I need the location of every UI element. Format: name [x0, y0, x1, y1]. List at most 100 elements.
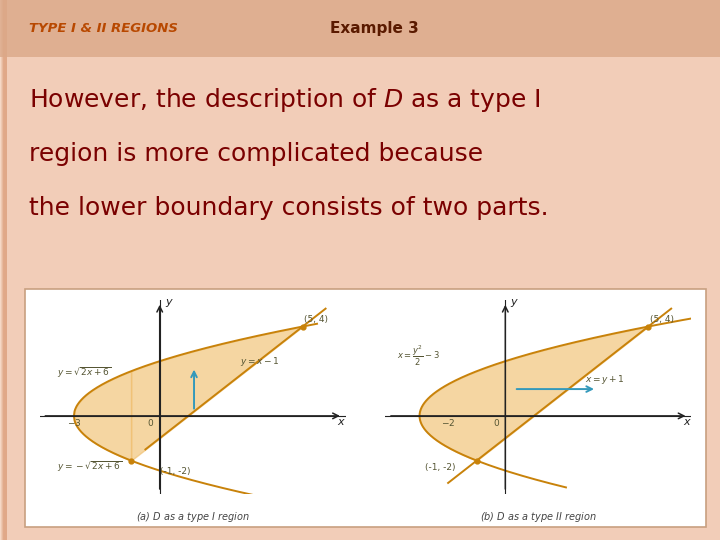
Bar — [1, 0, 4, 540]
Bar — [1, 0, 5, 540]
Bar — [1, 0, 5, 540]
Bar — [1, 0, 5, 540]
Bar — [1, 0, 5, 540]
Bar — [2, 0, 6, 540]
Text: (-1, -2): (-1, -2) — [426, 463, 456, 471]
Bar — [4, 0, 7, 540]
Bar — [1, 0, 4, 540]
Bar — [2, 0, 6, 540]
Bar — [2, 0, 6, 540]
Bar — [2, 0, 6, 540]
Bar — [1, 0, 5, 540]
Bar — [3, 0, 6, 540]
Bar — [3, 0, 6, 540]
Bar — [2, 0, 6, 540]
Bar — [4, 0, 7, 540]
Bar — [3, 0, 6, 540]
Bar — [1, 0, 4, 540]
Text: $x=y+1$: $x=y+1$ — [585, 373, 625, 387]
Bar — [2, 0, 6, 540]
Bar — [3, 0, 6, 540]
Bar — [1, 0, 4, 540]
Bar — [3, 0, 6, 540]
Bar — [1, 0, 5, 540]
Bar — [0, 0, 4, 540]
Bar — [3, 0, 6, 540]
Bar — [0, 0, 4, 540]
Bar — [0, 0, 4, 540]
Bar — [3, 0, 6, 540]
Bar — [1, 0, 4, 540]
Bar — [2, 0, 6, 540]
Bar — [2, 0, 6, 540]
Bar — [3, 0, 6, 540]
Bar — [3, 0, 6, 540]
Bar — [4, 0, 7, 540]
Bar — [4, 0, 7, 540]
Text: (a) $D$ as a type I region: (a) $D$ as a type I region — [136, 510, 249, 524]
Bar — [1, 0, 5, 540]
Bar — [25, 289, 706, 526]
Bar — [1, 0, 5, 540]
Bar — [2, 0, 6, 540]
Bar — [1, 0, 5, 540]
Bar — [1, 0, 4, 540]
Text: $-2$: $-2$ — [441, 417, 455, 428]
Bar — [1, 0, 4, 540]
Bar — [1, 0, 4, 540]
Bar — [1, 0, 5, 540]
Bar — [0, 0, 4, 540]
Text: (5, 4): (5, 4) — [304, 315, 328, 324]
Bar — [0, 0, 4, 540]
Bar — [1, 0, 4, 540]
Bar — [0, 0, 4, 540]
Bar — [3, 0, 6, 540]
Bar — [4, 0, 7, 540]
Bar — [3, 0, 6, 540]
Bar — [1, 0, 5, 540]
Bar — [1, 0, 5, 540]
Bar — [3, 0, 6, 540]
Bar — [2, 0, 6, 540]
Bar — [3, 0, 6, 540]
Bar — [3, 0, 6, 540]
Bar — [2, 0, 6, 540]
Bar — [3, 0, 6, 540]
Bar — [3, 0, 6, 540]
Text: $x$: $x$ — [337, 417, 346, 427]
Bar — [1, 0, 5, 540]
Bar — [1, 0, 4, 540]
Bar — [2, 0, 6, 540]
Bar — [1, 0, 4, 540]
Bar — [2, 0, 6, 540]
Bar — [0, 0, 4, 540]
Bar — [2, 0, 6, 540]
Bar — [1, 0, 5, 540]
Bar — [1, 0, 4, 540]
Bar — [1, 0, 4, 540]
Bar — [4, 0, 7, 540]
Bar — [4, 0, 7, 540]
Bar — [4, 0, 7, 540]
Bar — [1, 0, 5, 540]
Bar — [4, 0, 7, 540]
Bar — [1, 0, 4, 540]
Bar — [1, 0, 4, 540]
Bar — [2, 0, 6, 540]
Bar — [1, 0, 5, 540]
Bar — [2, 0, 6, 540]
Bar — [4, 0, 7, 540]
Bar — [1, 0, 4, 540]
Text: $y=x-1$: $y=x-1$ — [240, 355, 279, 368]
Bar — [1, 0, 4, 540]
Text: $y$: $y$ — [510, 298, 519, 309]
Bar — [1, 0, 5, 540]
Bar — [3, 0, 6, 540]
Bar — [1, 0, 5, 540]
Bar — [0, 0, 4, 540]
Bar — [0, 0, 720, 57]
Bar — [1, 0, 5, 540]
Bar — [1, 0, 4, 540]
Bar — [4, 0, 7, 540]
Bar — [0, 0, 4, 540]
